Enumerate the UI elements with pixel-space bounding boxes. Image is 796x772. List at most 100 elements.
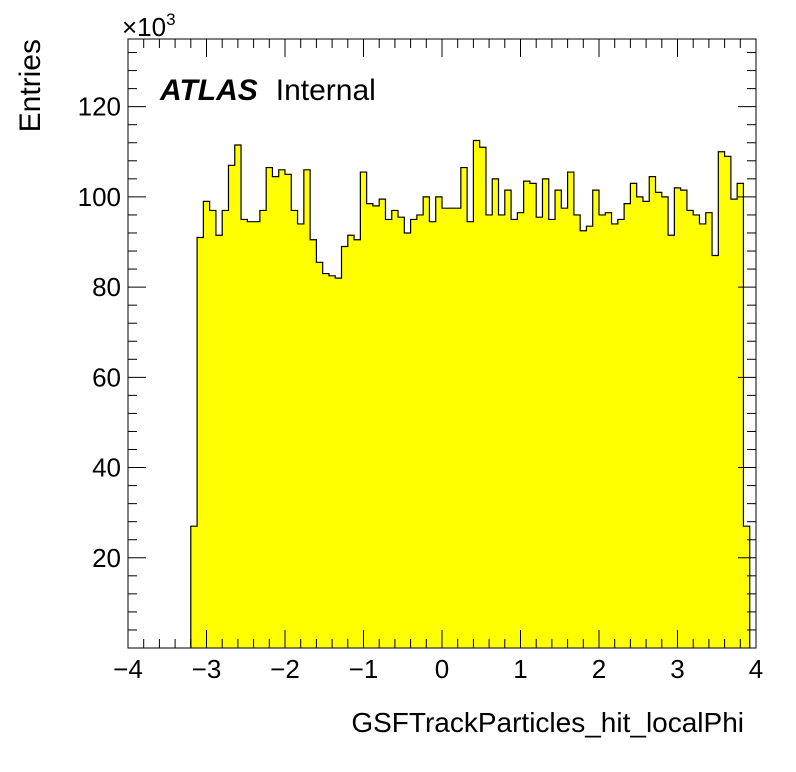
- x-tick-label: 4: [749, 654, 763, 684]
- histogram-bar: [234, 145, 242, 648]
- x-tick-label: −1: [349, 654, 379, 684]
- histogram-bar: [404, 232, 411, 648]
- y-tick-label: 100: [78, 182, 121, 212]
- x-tick-label: 3: [670, 654, 684, 684]
- histogram-bar: [536, 217, 543, 648]
- histogram-bar: [241, 219, 248, 648]
- histogram-bar: [599, 214, 606, 648]
- histogram-bar: [523, 181, 531, 648]
- histogram-bar: [680, 190, 688, 648]
- histogram-bar: [297, 223, 305, 648]
- histogram-bar: [266, 167, 273, 649]
- histogram-bar: [542, 178, 550, 648]
- histogram-bar: [617, 219, 625, 648]
- histogram-bar: [442, 208, 449, 648]
- histogram-bar: [730, 199, 738, 648]
- histogram-bar: [197, 237, 204, 648]
- histogram-bar: [548, 219, 556, 648]
- histogram-bar: [712, 255, 719, 649]
- histogram-bar: [391, 210, 399, 648]
- histogram-bar: [448, 208, 455, 648]
- atlas-bold-label: ATLAS: [159, 74, 258, 107]
- y-axis-multiplier-exponent: 3: [166, 10, 175, 29]
- histogram-bar: [215, 235, 223, 648]
- y-axis-label: Entries: [14, 39, 47, 132]
- histogram-bar: [347, 235, 355, 648]
- histogram-bar: [416, 214, 424, 648]
- axis-tick-labels: −4 −3 −2 −1 0 1 2 3 4 20 40 60 80 100 120: [78, 92, 764, 684]
- histogram-bar: [686, 210, 694, 648]
- histogram-bar: [354, 239, 361, 648]
- histogram-bar: [655, 192, 663, 648]
- histogram-bar: [498, 214, 506, 648]
- histogram-bar: [360, 172, 368, 649]
- histogram-bar: [454, 208, 462, 648]
- histogram-bar: [592, 190, 600, 648]
- histogram-bars: [190, 139, 751, 649]
- histogram-bar: [642, 201, 650, 648]
- x-axis-label: GSFTrackParticles_hit_localPhi: [351, 707, 744, 738]
- histogram-bar: [573, 214, 581, 648]
- histogram-bar: [630, 183, 638, 648]
- histogram-bar: [699, 223, 707, 648]
- histogram-bar: [228, 165, 236, 649]
- histogram-bar: [624, 203, 631, 648]
- histogram-bar: [316, 262, 324, 648]
- histogram-bar: [335, 278, 342, 648]
- histogram-bar: [259, 210, 267, 648]
- histogram-bar: [661, 196, 669, 648]
- histogram-bar: [372, 205, 380, 648]
- histogram-bar: [322, 273, 330, 648]
- histogram-bar: [511, 219, 518, 648]
- histogram-bar: [636, 196, 644, 648]
- atlas-internal-label: Internal: [276, 74, 376, 107]
- histogram-bar: [668, 235, 675, 648]
- histogram-bar: [724, 156, 732, 649]
- histogram-bar: [379, 199, 386, 648]
- histogram-bar: [705, 212, 713, 648]
- histogram-bar: [743, 526, 751, 648]
- y-tick-label: 20: [92, 543, 121, 573]
- histogram-bar: [203, 201, 211, 648]
- y-tick-label: 60: [92, 362, 121, 392]
- histogram-bar: [693, 214, 700, 648]
- histogram-bar: [310, 239, 317, 648]
- histogram-bar: [410, 219, 418, 648]
- y-tick-label: 120: [78, 92, 121, 122]
- histogram-bar: [586, 226, 594, 648]
- histogram-bar: [737, 183, 744, 648]
- histogram-bar: [605, 212, 612, 648]
- histogram-bar: [303, 169, 311, 649]
- histogram-bar: [718, 151, 725, 648]
- histogram-bar: [460, 167, 468, 649]
- y-tick-label: 80: [92, 272, 121, 302]
- histogram-bar: [291, 210, 298, 648]
- x-tick-label: 0: [435, 654, 449, 684]
- histogram-bar: [473, 140, 481, 648]
- histogram-bar: [341, 246, 349, 648]
- x-tick-label: 1: [513, 654, 527, 684]
- histogram-bar: [561, 208, 568, 648]
- histogram-bar: [485, 214, 493, 648]
- y-tick-label: 40: [92, 453, 121, 483]
- histogram-bar: [517, 212, 525, 648]
- histogram-bar: [328, 275, 336, 648]
- x-tick-label: −2: [270, 654, 300, 684]
- histogram-bar: [611, 223, 619, 648]
- histogram-bar: [674, 187, 682, 648]
- histogram-bar: [385, 219, 393, 648]
- y-axis-multiplier-base: ×10: [122, 12, 166, 42]
- histogram-bar: [580, 230, 587, 648]
- axis-ticks: [127, 39, 757, 648]
- x-tick-label: −3: [192, 654, 222, 684]
- y-axis-multiplier: ×103: [122, 10, 176, 42]
- histogram-bar: [467, 221, 474, 648]
- histogram-bar: [285, 174, 292, 649]
- histogram-outline: [190, 139, 751, 648]
- histogram-bar: [222, 210, 229, 648]
- histogram-bar: [649, 176, 656, 649]
- histogram-bar: [278, 169, 286, 649]
- histogram-bar: [492, 178, 499, 648]
- histogram-bar: [567, 172, 575, 649]
